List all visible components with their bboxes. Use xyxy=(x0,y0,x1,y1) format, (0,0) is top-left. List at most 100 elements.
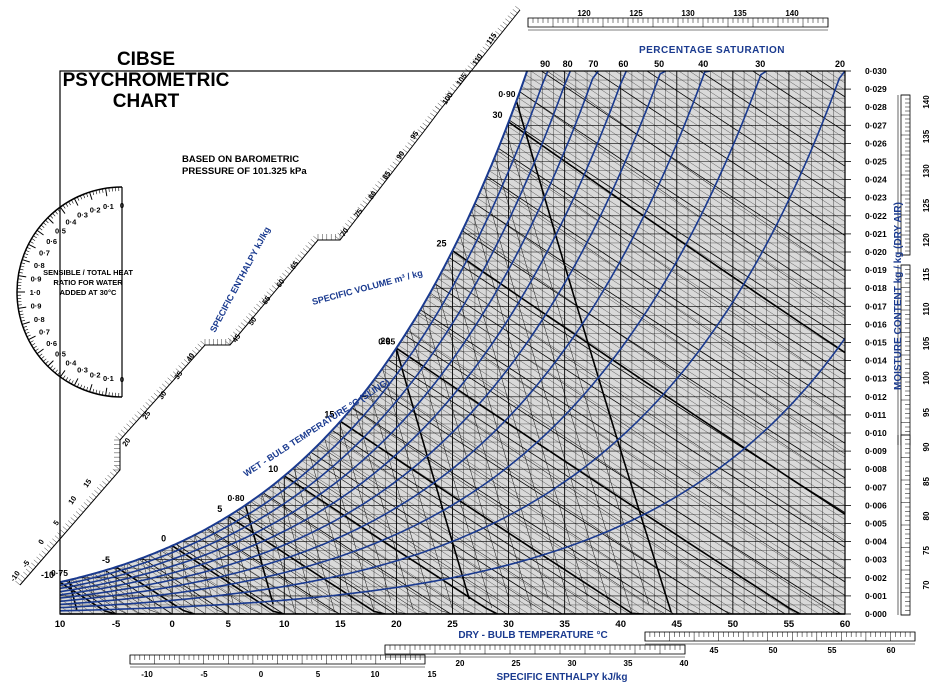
protractor-tick-label: 0 xyxy=(120,201,124,210)
y-tick-label: 0·016 xyxy=(865,319,887,329)
protractor-minor-tick xyxy=(62,204,66,209)
specific-volume-minor-line xyxy=(60,168,173,597)
protractor-tick xyxy=(36,229,44,236)
enthalpy-top-tick-label: 130 xyxy=(681,9,695,18)
protractor-minor-tick xyxy=(65,203,69,207)
protractor-minor-tick xyxy=(54,210,58,215)
y-tick-label: 0·010 xyxy=(865,428,887,438)
enthalpy-diagonal-tick xyxy=(118,432,123,438)
enthalpy-diagonal-tick-label: 20 xyxy=(120,436,132,448)
wet-bulb-minor-line xyxy=(149,554,251,614)
enthalpy-bottom-tick-label: 35 xyxy=(624,659,633,668)
y-tick-label: 0·023 xyxy=(865,193,887,203)
chart-title-line-1: CIBSE xyxy=(117,49,175,70)
enthalpy-diagonal-tick xyxy=(28,565,34,571)
specific-volume-major-line xyxy=(502,71,672,613)
enthalpy-diagonal-tick xyxy=(126,423,132,428)
enthalpy-diagonal-tick xyxy=(502,21,508,26)
y-tick-label: 0·020 xyxy=(865,247,887,257)
enthalpy-diagonal-tick xyxy=(460,74,466,79)
enthalpy-diagonal-tick-label: 65 xyxy=(288,259,300,271)
protractor-tick xyxy=(59,370,66,378)
enthalpy-diagonal-tick-label: 100 xyxy=(440,91,455,106)
protractor-minor-tick xyxy=(38,353,43,357)
enthalpy-major-line xyxy=(598,71,845,202)
wet-bulb-minor-line xyxy=(463,227,845,485)
enthalpy-top-tick-label: 120 xyxy=(577,9,591,18)
enthalpy-diagonal-tick xyxy=(256,303,262,309)
enthalpy-diagonal-tick xyxy=(485,43,491,48)
enthalpy-major-line xyxy=(755,71,845,98)
enthalpy-diagonal-tick xyxy=(83,502,89,507)
enthalpy-diagonal-tick xyxy=(313,235,319,241)
wet-bulb-minor-line xyxy=(485,177,845,422)
wet-bulb-major-line xyxy=(115,566,195,614)
wet-bulb-minor-line xyxy=(385,364,767,614)
protractor-minor-tick xyxy=(25,331,30,334)
wet-bulb-minor-line xyxy=(138,559,229,614)
enthalpy-diagonal-tick xyxy=(39,553,44,558)
enthalpy-diagonal-tick xyxy=(115,465,121,471)
wet-bulb-minor-line xyxy=(261,493,453,614)
specific-volume-label: 0·80 xyxy=(228,493,245,503)
enthalpy-right-tick-label: 125 xyxy=(922,198,931,212)
y-tick-label: 0·012 xyxy=(865,392,887,402)
y-tick-label: 0·030 xyxy=(865,66,887,76)
enthalpy-diagonal-tick xyxy=(89,496,94,501)
enthalpy-minor-line xyxy=(777,71,845,91)
enthalpy-minor-line xyxy=(530,71,845,243)
enthalpy-diagonal-tick xyxy=(197,343,203,349)
enthalpy-diagonal-tick-label: 75 xyxy=(352,207,364,219)
enthalpy-diagonal-tick xyxy=(457,77,463,83)
protractor-minor-tick xyxy=(29,241,34,244)
enthalpy-diagonal-tick xyxy=(500,24,506,29)
saturation-label-60: 60 xyxy=(618,59,628,69)
specific-volume-minor-line xyxy=(70,71,212,596)
enthalpy-diagonal-tick xyxy=(292,260,298,265)
enthalpy-major-line xyxy=(710,71,845,132)
enthalpy-right-tick-label: 100 xyxy=(922,371,931,385)
enthalpy-diagonal-tick xyxy=(75,511,81,516)
x-tick-label: 0 xyxy=(169,619,174,630)
enthalpy-diagonal-tick xyxy=(510,12,516,17)
protractor-minor-tick xyxy=(68,378,71,383)
enthalpy-diagonal-tick xyxy=(422,122,428,127)
protractor-minor-tick xyxy=(77,383,80,388)
wet-bulb-label: 0 xyxy=(161,534,166,544)
enthalpy-diagonal-tick xyxy=(194,346,200,352)
y-tick-label: 0·003 xyxy=(865,555,887,565)
enthalpy-diagonal-tick xyxy=(387,168,393,173)
enthalpy-diagonal-tick xyxy=(310,239,316,244)
x-tick-label: 55 xyxy=(784,619,795,630)
protractor-tick-label: 0·4 xyxy=(65,358,77,367)
y-tick-label: 0·005 xyxy=(865,519,887,529)
x-tick-label: 60 xyxy=(840,619,851,630)
enthalpy-diagonal-tick xyxy=(253,307,259,312)
enthalpy-diagonal-tick xyxy=(233,331,238,336)
protractor-minor-tick xyxy=(26,247,31,250)
enthalpy-minor-line xyxy=(620,71,845,188)
wet-bulb-minor-line xyxy=(104,570,184,614)
x-tick-label: 30 xyxy=(503,619,514,630)
enthalpy-right-bottom-tick-label: 45 xyxy=(710,646,719,655)
enthalpy-diagonal-tick xyxy=(271,285,277,290)
protractor-minor-tick xyxy=(38,227,43,231)
protractor-minor-tick xyxy=(34,232,39,236)
y-tick-label: 0·027 xyxy=(865,120,887,130)
wet-bulb-minor-line xyxy=(328,433,610,614)
enthalpy-diagonal-tick-label: 5 xyxy=(51,519,61,528)
enthalpy-diagonal-tick xyxy=(183,359,189,364)
enthalpy-diagonal-tick-label: 95 xyxy=(408,129,420,141)
enthalpy-diagonal-tick xyxy=(178,365,184,370)
specific-volume-label: SPECIFIC VOLUME m³ / kg xyxy=(311,268,424,307)
wet-bulb-label: 15 xyxy=(324,409,334,419)
enthalpy-minor-line xyxy=(643,71,845,181)
protractor-minor-tick xyxy=(86,193,89,198)
enthalpy-diagonal-tick xyxy=(46,544,52,549)
enthalpy-diagonal-tick xyxy=(33,559,39,564)
saturation-curve-80 xyxy=(60,71,572,590)
protractor-minor-tick xyxy=(62,375,66,380)
enthalpy-minor-line xyxy=(530,71,845,250)
enthalpy-right-bottom-tick-label: 55 xyxy=(828,646,837,655)
enthalpy-diagonal-tick xyxy=(295,257,301,262)
